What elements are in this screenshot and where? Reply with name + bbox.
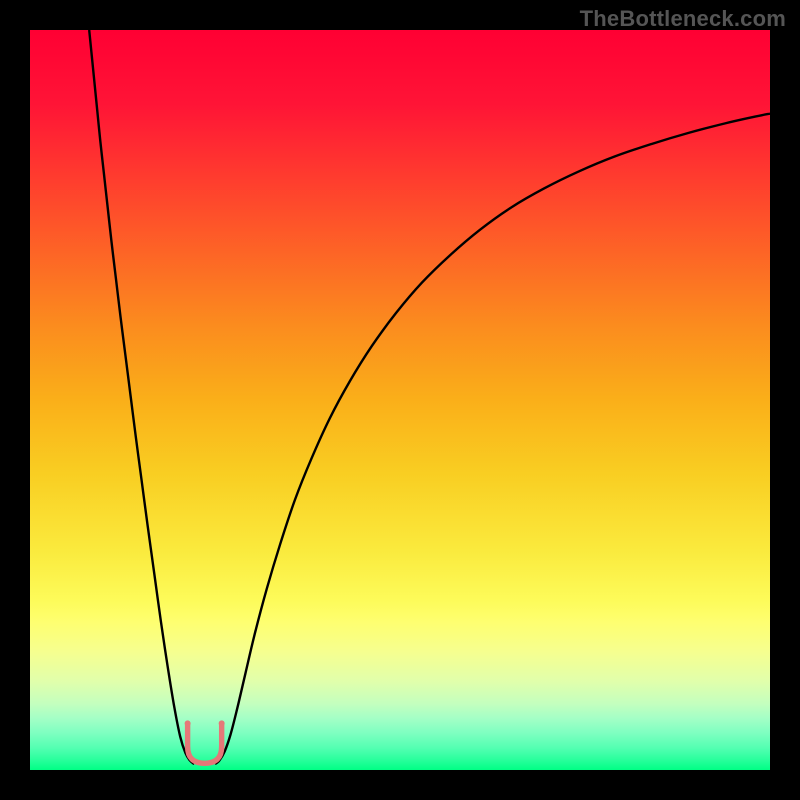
watermark-text: TheBottleneck.com xyxy=(580,6,786,32)
threshold-marker-endpoint-right xyxy=(219,720,225,726)
plot-area xyxy=(30,30,770,770)
threshold-marker-endpoint-left xyxy=(185,720,191,726)
chart-frame: TheBottleneck.com xyxy=(0,0,800,800)
bottleneck-curve-chart xyxy=(30,30,770,770)
